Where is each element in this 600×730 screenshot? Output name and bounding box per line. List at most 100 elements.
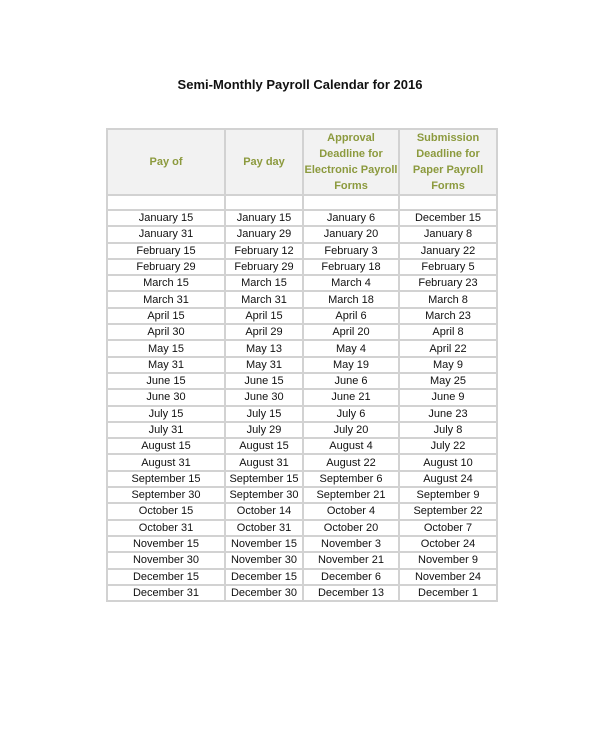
table-cell: July 22	[398, 437, 498, 456]
table-cell: July 15	[106, 404, 226, 423]
table-cell: July 29	[224, 420, 304, 440]
table-cell: December 15	[224, 567, 304, 586]
table-cell: September 30	[224, 486, 304, 505]
table-cell: February 18	[302, 257, 400, 277]
table-cell: October 31	[224, 518, 304, 537]
header-row: Pay of Pay day Approval Deadline for Ele…	[106, 128, 498, 196]
table-cell: July 6	[302, 404, 400, 423]
table-cell: August 22	[302, 453, 400, 472]
table-cell: June 9	[398, 388, 498, 407]
table-cell: November 21	[302, 551, 400, 570]
table-cell: January 8	[398, 225, 498, 244]
table-cell: April 15	[224, 306, 304, 326]
table-cell: January 29	[224, 225, 304, 244]
table-cell: December 15	[106, 567, 226, 586]
table-row: April 30 April 29 April 20 April 8	[106, 323, 498, 342]
table-cell: January 6	[302, 208, 400, 228]
table-cell: February 3	[302, 241, 400, 260]
table-row: March 31 March 31 March 18 March 8	[106, 290, 498, 309]
table-row: November 30 November 30 November 21 Novembe…	[106, 551, 498, 570]
page-title: Semi-Monthly Payroll Calendar for 2016	[177, 77, 423, 92]
table-cell: December 1	[398, 583, 498, 603]
table-cell: June 6	[302, 371, 400, 391]
table-cell: February 23	[398, 274, 498, 293]
table-cell: February 29	[106, 257, 226, 277]
table-cell: December 6	[302, 567, 400, 586]
table-cell: July 15	[224, 404, 304, 423]
table-cell: October 14	[224, 502, 304, 521]
table-cell: February 29	[224, 257, 304, 277]
table-cell: November 24	[398, 567, 498, 586]
table-cell: June 30	[106, 388, 226, 407]
table-cell: November 15	[106, 534, 226, 554]
table-cell: December 31	[106, 583, 226, 603]
table-cell: March 15	[224, 274, 304, 293]
table-row: July 15 July 15 July 6 June 23	[106, 404, 498, 423]
table-cell: November 30	[106, 551, 226, 570]
table-cell: August 4	[302, 437, 400, 456]
header-submission-deadline: Submission Deadline for Paper Payroll Fo…	[398, 128, 498, 196]
table-cell: August 31	[224, 453, 304, 472]
table-cell: April 30	[106, 323, 226, 342]
table-row: December 15 December 15 December 6 November…	[106, 567, 498, 586]
table-cell: October 7	[398, 518, 498, 537]
table-cell: April 22	[398, 339, 498, 358]
table-cell: April 6	[302, 306, 400, 326]
table-cell: March 31	[106, 290, 226, 309]
table-cell: February 15	[106, 241, 226, 260]
table-cell: March 23	[398, 306, 498, 326]
table-cell: August 15	[224, 437, 304, 456]
table-cell: June 15	[224, 371, 304, 391]
table-cell: January 15	[224, 208, 304, 228]
table-row: November 15 November 15 November 3 October …	[106, 534, 498, 554]
table-cell: September 15	[224, 469, 304, 489]
table-row: July 31 July 29 July 20 July 8	[106, 420, 498, 440]
table-cell: September 30	[106, 486, 226, 505]
table-cell: December 30	[224, 583, 304, 603]
table-row: October 31 October 31 October 20 October 7	[106, 518, 498, 537]
table-cell: October 20	[302, 518, 400, 537]
table-cell: January 20	[302, 225, 400, 244]
table-cell: January 22	[398, 241, 498, 260]
table-cell: January 31	[106, 225, 226, 244]
table-cell: March 18	[302, 290, 400, 309]
table-row: February 29 February 29 February 18 Februar…	[106, 257, 498, 277]
header-pay-day: Pay day	[224, 128, 304, 196]
table-cell: May 15	[106, 339, 226, 358]
table-cell: May 31	[106, 355, 226, 374]
table-row: September 15 September 15 September 6 Augus…	[106, 469, 498, 489]
table-cell: June 23	[398, 404, 498, 423]
table-cell: November 9	[398, 551, 498, 570]
table-cell: September 6	[302, 469, 400, 489]
table-cell: September 21	[302, 486, 400, 505]
payroll-calendar-table: Pay of Pay day Approval Deadline for Ele…	[106, 128, 498, 603]
table-cell: February 5	[398, 257, 498, 277]
table-cell: April 8	[398, 323, 498, 342]
table-cell: May 25	[398, 371, 498, 391]
table-cell: May 4	[302, 339, 400, 358]
table-row: May 15 May 13 May 4 April 22	[106, 339, 498, 358]
table-row: June 30 June 30 June 21 June 9	[106, 388, 498, 407]
table-cell: June 15	[106, 371, 226, 391]
table-cell: March 4	[302, 274, 400, 293]
table-cell: October 4	[302, 502, 400, 521]
table-row: May 31 May 31 May 19 May 9	[106, 355, 498, 374]
table-cell: August 24	[398, 469, 498, 489]
table-cell: September 15	[106, 469, 226, 489]
table-cell: March 8	[398, 290, 498, 309]
table-cell: April 20	[302, 323, 400, 342]
header-approval-deadline: Approval Deadline for Electronic Payroll…	[302, 128, 400, 196]
table-row: October 15 October 14 October 4 September 2…	[106, 502, 498, 521]
table-cell: April 29	[224, 323, 304, 342]
table-cell: November 15	[224, 534, 304, 554]
table-row: March 15 March 15 March 4 February 23	[106, 274, 498, 293]
table-cell: August 10	[398, 453, 498, 472]
header-pay-of: Pay of	[106, 128, 226, 196]
table-row: June 15 June 15 June 6 May 25	[106, 371, 498, 391]
table-cell: July 20	[302, 420, 400, 440]
table-cell: November 30	[224, 551, 304, 570]
table-row: August 31 August 31 August 22 August 10	[106, 453, 498, 472]
table-cell: December 13	[302, 583, 400, 603]
table-cell: February 12	[224, 241, 304, 260]
table-cell: May 13	[224, 339, 304, 358]
